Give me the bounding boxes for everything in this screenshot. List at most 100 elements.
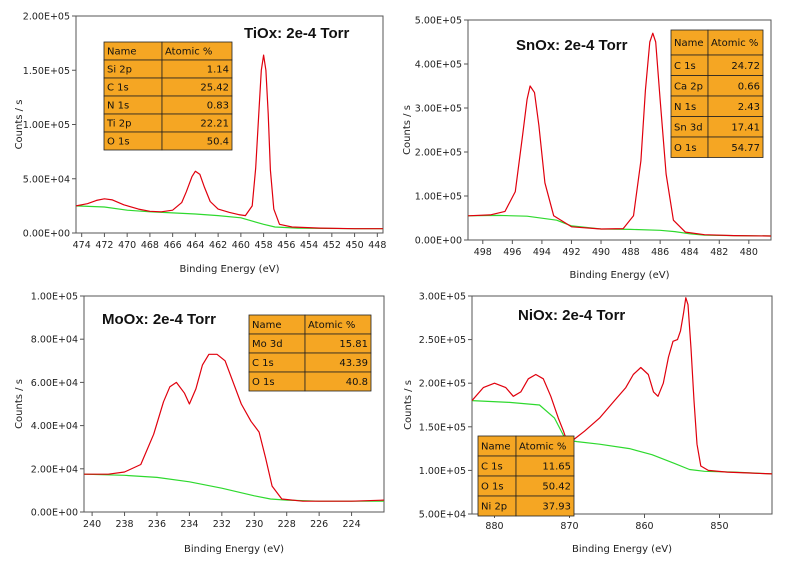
table-row: C 1s 43.39 <box>248 352 372 373</box>
table-element-name: O 1s <box>252 377 275 388</box>
table-atomic-value: 40.8 <box>346 377 368 388</box>
table-cell <box>707 136 764 158</box>
x-tick-label: 482 <box>710 247 728 258</box>
table-element-name: Ca 2p <box>674 81 703 92</box>
table-row: O 1s 50.4 <box>103 131 233 151</box>
y-tick-label: 3.00E+05 <box>419 292 466 303</box>
y-tick-label: 2.50E+05 <box>419 335 466 346</box>
background-line <box>76 205 383 230</box>
x-tick-label: 490 <box>592 247 610 258</box>
x-axis-title: Binding Energy (eV) <box>180 264 280 275</box>
x-tick-label: 484 <box>681 247 699 258</box>
table-element-name: C 1s <box>107 83 129 94</box>
table-element-name: Ti 2p <box>106 119 131 130</box>
atomic-table: Name Atomic % C 1s 11.65 O 1s 50.42 Ni 2p 37.93 <box>477 435 575 517</box>
table-header-row: Name Atomic % <box>670 29 764 56</box>
table-element-name: Si 2p <box>107 65 132 76</box>
table-header-name: Name <box>107 47 137 58</box>
x-tick-label: 466 <box>164 240 182 251</box>
y-tick-label: 0.00E+00 <box>23 229 70 240</box>
table-row: N 1s 2.43 <box>670 95 764 117</box>
y-tick-label: 2.00E+05 <box>23 12 70 23</box>
spectrum-line <box>76 54 383 230</box>
y-tick-label: 5.00E+05 <box>415 16 462 27</box>
y-tick-label: 1.00E+05 <box>419 466 466 477</box>
table-atomic-value: 11.65 <box>542 462 571 473</box>
x-tick-label: 456 <box>277 240 295 251</box>
table-row: O 1s 40.8 <box>248 371 372 392</box>
table-cell <box>515 495 575 517</box>
y-tick-label: 2.00E+05 <box>419 379 466 390</box>
y-tick-label: 4.00E+04 <box>31 421 78 432</box>
y-axis-title: Counts / s <box>403 380 414 430</box>
table-atomic-value: 2.43 <box>738 102 760 113</box>
y-tick-label: 4.00E+05 <box>415 60 462 71</box>
atomic-table: Name Atomic % Mo 3d 15.81 C 1s 43.39 O 1s 40.8 <box>248 314 372 392</box>
x-tick-label: 468 <box>141 240 159 251</box>
x-tick-label: 494 <box>533 247 551 258</box>
table-element-name: N 1s <box>674 102 696 113</box>
table-row: C 1s 11.65 <box>477 455 575 477</box>
x-axis-title: Binding Energy (eV) <box>570 270 670 281</box>
x-tick-label: 488 <box>622 247 640 258</box>
table-atomic-value: 22.21 <box>200 119 229 130</box>
x-tick-label: 464 <box>186 240 204 251</box>
table-row: C 1s 25.42 <box>103 77 233 97</box>
panel-title: SnOx: 2e-4 Torr <box>516 37 628 54</box>
table-element-name: N 1s <box>107 101 129 112</box>
x-tick-label: 474 <box>73 240 91 251</box>
x-tick-label: 234 <box>180 519 198 530</box>
atomic-table: Name Atomic %Si 2p 1.14C 1s 25.42 N 1s 0.83 Ti… <box>103 41 233 151</box>
spectrum-line <box>468 32 771 237</box>
table-element-name: Mo 3d <box>252 339 283 350</box>
table-header-row: Name Atomic % <box>477 435 575 457</box>
x-tick-label: 238 <box>115 519 133 530</box>
x-tick-label: 226 <box>310 519 328 530</box>
table-element-name: C 1s <box>674 61 696 72</box>
x-tick-label: 232 <box>213 519 231 530</box>
table-atomic-value: 43.39 <box>339 358 368 369</box>
y-tick-label: 5.00E+04 <box>419 510 466 521</box>
table-atomic-value: 50.42 <box>542 482 571 493</box>
table-header-atomic: Atomic % <box>711 38 758 49</box>
x-tick-label: 480 <box>740 247 758 258</box>
plot-frame <box>471 295 773 515</box>
background-line <box>468 214 771 237</box>
table-atomic-value: 0.83 <box>207 101 229 112</box>
y-tick-label: 2.00E+05 <box>415 148 462 159</box>
x-tick-label: 230 <box>245 519 263 530</box>
background-line <box>84 473 384 502</box>
y-tick-label: 1.50E+05 <box>23 66 70 77</box>
x-tick-label: 470 <box>118 240 136 251</box>
table-atomic-value: 54.77 <box>731 143 760 154</box>
y-axis-title: Counts / s <box>402 105 413 155</box>
x-tick-label: 472 <box>95 240 113 251</box>
table-element-name: C 1s <box>252 358 274 369</box>
y-tick-label: 1.50E+05 <box>419 422 466 433</box>
tiox-panel: 0.00E+00 5.00E+04 1.00E+05 1.50E+05 2.00E+05… <box>14 12 386 276</box>
x-tick-label: 496 <box>503 247 521 258</box>
table-header-atomic: Atomic % <box>165 47 212 58</box>
table-header-name: Name <box>252 320 282 331</box>
background-line <box>472 400 772 475</box>
panel-title: NiOx: 2e-4 Torr <box>518 307 625 324</box>
x-tick-label: 870 <box>560 521 578 532</box>
y-tick-label: 5.00E+04 <box>23 174 70 185</box>
x-tick-label: 224 <box>342 519 360 530</box>
x-tick-label: 460 <box>232 240 250 251</box>
table-element-name: C 1s <box>481 462 503 473</box>
table-row: Ca 2p 0.66 <box>670 75 764 97</box>
y-tick-label: 6.00E+04 <box>31 378 78 389</box>
table-element-name: Sn 3d <box>674 122 703 133</box>
table-atomic-value: 17.41 <box>731 122 760 133</box>
table-element-name: O 1s <box>481 482 504 493</box>
atomic-table: Name Atomic % C 1s 24.72 Ca 2p 0.66 N 1s 2.43 Sn… <box>670 29 764 158</box>
table-row: Si 2p 1.14 <box>103 59 233 79</box>
y-tick-label: 1.00E+05 <box>31 292 78 303</box>
x-tick-label: 236 <box>148 519 166 530</box>
table-atomic-value: 0.66 <box>738 81 760 92</box>
x-tick-label: 850 <box>710 521 728 532</box>
table-header-name: Name <box>674 38 704 49</box>
table-row: Mo 3d 15.81 <box>248 333 372 354</box>
y-tick-label: 0.00E+00 <box>415 236 462 247</box>
